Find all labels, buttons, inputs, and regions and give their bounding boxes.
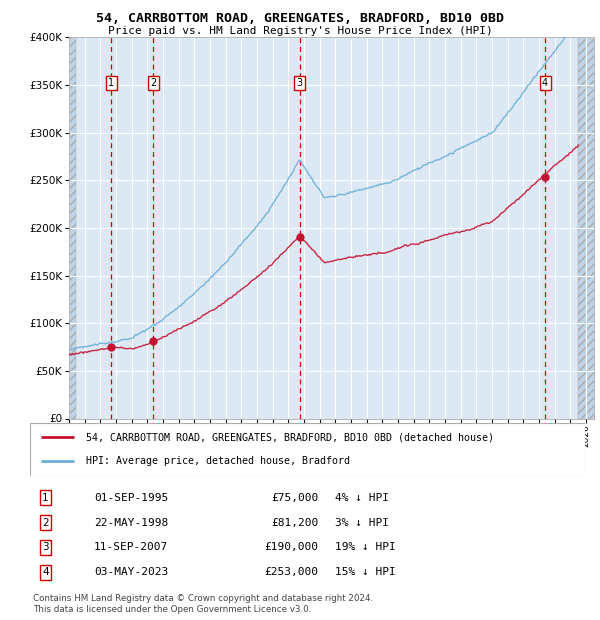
Text: 4: 4 (42, 567, 49, 577)
Bar (578, 28, 600, 418)
Text: 01-SEP-1995: 01-SEP-1995 (94, 493, 168, 503)
Text: £253,000: £253,000 (265, 567, 319, 577)
Text: 1: 1 (42, 493, 49, 503)
Text: 54, CARRBOTTOM ROAD, GREENGATES, BRADFORD, BD10 0BD: 54, CARRBOTTOM ROAD, GREENGATES, BRADFOR… (96, 12, 504, 25)
Text: 11-SEP-2007: 11-SEP-2007 (94, 542, 168, 552)
Text: 22-MAY-1998: 22-MAY-1998 (94, 518, 168, 528)
Text: Contains HM Land Registry data © Crown copyright and database right 2024.: Contains HM Land Registry data © Crown c… (33, 594, 373, 603)
Text: 2: 2 (150, 78, 157, 88)
Text: 2: 2 (42, 518, 49, 528)
Text: £81,200: £81,200 (271, 518, 319, 528)
Text: 4: 4 (542, 78, 548, 88)
Text: 4% ↓ HPI: 4% ↓ HPI (335, 493, 389, 503)
Text: 03-MAY-2023: 03-MAY-2023 (94, 567, 168, 577)
Text: 19% ↓ HPI: 19% ↓ HPI (335, 542, 396, 552)
Text: 54, CARRBOTTOM ROAD, GREENGATES, BRADFORD, BD10 0BD (detached house): 54, CARRBOTTOM ROAD, GREENGATES, BRADFOR… (86, 432, 493, 442)
Text: HPI: Average price, detached house, Bradford: HPI: Average price, detached house, Brad… (86, 456, 349, 466)
Text: 3: 3 (296, 78, 302, 88)
FancyBboxPatch shape (30, 423, 585, 476)
Text: 3: 3 (42, 542, 49, 552)
Text: This data is licensed under the Open Government Licence v3.0.: This data is licensed under the Open Gov… (33, 605, 311, 614)
Bar (69, 28, 76, 418)
Text: 3% ↓ HPI: 3% ↓ HPI (335, 518, 389, 528)
Text: £190,000: £190,000 (265, 542, 319, 552)
Text: Price paid vs. HM Land Registry's House Price Index (HPI): Price paid vs. HM Land Registry's House … (107, 26, 493, 36)
Text: £75,000: £75,000 (271, 493, 319, 503)
Text: 15% ↓ HPI: 15% ↓ HPI (335, 567, 396, 577)
Text: 1: 1 (109, 78, 115, 88)
